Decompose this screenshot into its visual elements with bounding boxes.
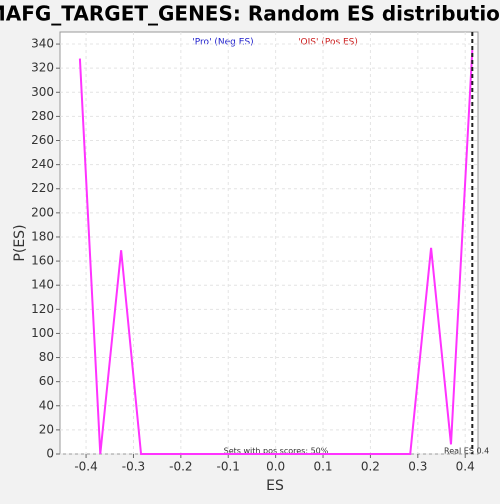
y-tick-label: 260 xyxy=(31,133,54,147)
y-tick-label: 100 xyxy=(31,326,54,340)
y-tick-label: 220 xyxy=(31,181,54,195)
legend-neg: 'Pro' (Neg ES) xyxy=(192,38,253,48)
x-tick-label: 0.1 xyxy=(313,460,332,474)
legend-pos: 'OIS' (Pos ES) xyxy=(298,38,358,48)
annotation: Sets with pos scores: 50% xyxy=(224,447,329,456)
y-tick-label: 40 xyxy=(39,398,54,412)
y-tick-label: 240 xyxy=(31,157,54,171)
y-tick-label: 60 xyxy=(39,374,54,388)
plot-area xyxy=(59,31,479,455)
x-tick-label: -0.2 xyxy=(169,460,192,474)
real-es-label: Real ES 0.4 xyxy=(444,447,489,456)
x-axis-label: ES xyxy=(266,478,284,494)
y-tick-label: 280 xyxy=(31,109,54,123)
y-tick-label: 320 xyxy=(31,61,54,75)
chart-title: MAFG_TARGET_GENES: Random ES distributio… xyxy=(0,2,500,26)
y-tick-label: 140 xyxy=(31,278,54,292)
y-tick-label: 340 xyxy=(31,37,54,51)
y-tick-label: 80 xyxy=(39,350,54,364)
y-tick-label: 20 xyxy=(39,422,54,436)
y-tick-label: 160 xyxy=(31,254,54,268)
y-tick-label: 200 xyxy=(31,205,54,219)
y-tick-label: 300 xyxy=(31,85,54,99)
line xyxy=(78,50,474,455)
y-tick-label: 180 xyxy=(31,229,54,243)
x-tick-label: -0.3 xyxy=(122,460,145,474)
x-tick-label: -0.1 xyxy=(217,460,240,474)
x-tick-label: 0.4 xyxy=(456,460,475,474)
x-tick-label: 0.2 xyxy=(361,460,380,474)
x-tick-label: -0.4 xyxy=(74,460,97,474)
y-tick-label: 120 xyxy=(31,302,54,316)
x-tick-label: 0.0 xyxy=(266,460,285,474)
x-tick-label: 0.3 xyxy=(408,460,427,474)
y-tick-label: 0 xyxy=(46,447,54,461)
y-axis-label: P(ES) xyxy=(12,224,28,261)
